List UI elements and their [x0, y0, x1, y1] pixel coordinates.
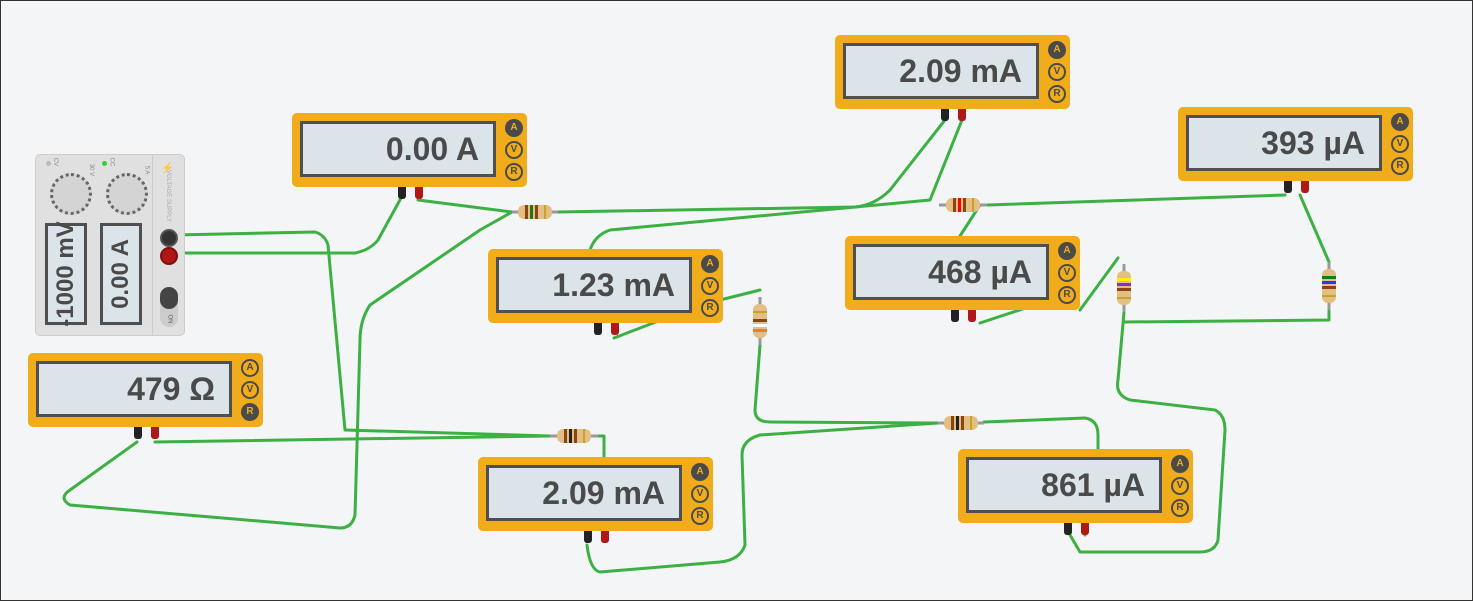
resistor — [550, 429, 598, 443]
resistor — [939, 198, 987, 212]
resistor — [938, 416, 984, 430]
mode-a-button[interactable]: A — [1048, 41, 1066, 59]
wire — [1078, 256, 1120, 312]
wire — [173, 196, 403, 255]
wire — [588, 118, 964, 252]
mode-a-button[interactable]: A — [1391, 113, 1409, 131]
negative-terminal[interactable] — [160, 229, 178, 247]
red-probe[interactable] — [151, 427, 159, 439]
black-probe[interactable] — [1284, 181, 1292, 193]
wire — [1068, 310, 1227, 554]
multimeter[interactable]: 393 µA A V R — [1178, 107, 1413, 193]
cc-indicator — [102, 161, 107, 166]
red-probe[interactable] — [601, 531, 609, 543]
meter-reading: 479 Ω — [36, 361, 232, 417]
resistor — [1322, 262, 1336, 310]
red-probe[interactable] — [611, 323, 619, 335]
current-display: 0.00 A — [100, 223, 142, 325]
wire — [153, 434, 552, 444]
black-probe[interactable] — [134, 427, 142, 439]
meter-reading: 2.09 mA — [486, 465, 682, 521]
mode-r-button[interactable]: R — [701, 299, 719, 317]
mode-a-button[interactable]: A — [701, 255, 719, 273]
red-probe[interactable] — [958, 109, 966, 121]
mode-r-button[interactable]: R — [505, 163, 523, 181]
multimeter[interactable]: 2.09 mA A V R — [478, 457, 713, 543]
red-probe[interactable] — [968, 310, 976, 322]
voltage-value: -1000 mV — [52, 221, 79, 327]
red-probe[interactable] — [415, 187, 423, 199]
cv-label: CV — [52, 157, 59, 167]
current-max-label: 5 A — [143, 165, 150, 175]
mode-v-button[interactable]: V — [505, 141, 523, 159]
current-value: 0.00 A — [107, 239, 134, 309]
current-knob[interactable] — [106, 173, 148, 215]
black-probe[interactable] — [1064, 523, 1072, 535]
mode-a-button[interactable]: A — [241, 359, 259, 377]
lightning-icon: ⚡ — [161, 163, 174, 174]
mode-v-button[interactable]: V — [1058, 264, 1076, 282]
mode-a-button[interactable]: A — [1171, 455, 1189, 473]
mode-v-button[interactable]: V — [1171, 477, 1189, 495]
mode-a-button[interactable]: A — [1058, 242, 1076, 260]
voltage-display: -1000 mV — [45, 221, 87, 327]
positive-terminal[interactable] — [160, 247, 178, 265]
voltage-knob[interactable] — [50, 173, 92, 215]
multimeter[interactable]: 861 µA A V R — [958, 449, 1193, 535]
mode-v-button[interactable]: V — [1048, 63, 1066, 81]
wire — [585, 421, 940, 574]
wire — [1122, 308, 1331, 324]
mode-v-button[interactable]: V — [691, 485, 709, 503]
multimeter[interactable]: 2.09 mA A V R — [835, 35, 1070, 121]
resistor — [753, 297, 767, 345]
black-probe[interactable] — [398, 187, 406, 199]
multimeter[interactable]: 468 µA A V R — [845, 236, 1080, 322]
wire — [173, 230, 552, 438]
mode-v-button[interactable]: V — [701, 277, 719, 295]
mode-r-button[interactable]: R — [691, 507, 709, 525]
mode-r-button[interactable]: R — [1171, 499, 1189, 517]
voltage-max-label: 30 V — [88, 163, 95, 177]
black-probe[interactable] — [594, 323, 602, 335]
mode-a-button[interactable]: A — [691, 463, 709, 481]
meter-reading: 393 µA — [1186, 115, 1382, 171]
mode-v-button[interactable]: V — [1391, 135, 1409, 153]
meter-reading: 861 µA — [966, 457, 1162, 513]
voltage-supply-label: VOLTAGE SUPPLY — [165, 169, 172, 223]
meter-reading: 0.00 A — [300, 121, 496, 177]
resistor — [1117, 264, 1131, 312]
mode-a-button[interactable]: A — [505, 119, 523, 137]
meter-reading: 468 µA — [853, 244, 1049, 300]
mode-v-button[interactable]: V — [241, 381, 259, 399]
switch-label: ON — [166, 314, 173, 324]
meter-reading: 2.09 mA — [843, 43, 1039, 99]
black-probe[interactable] — [951, 310, 959, 322]
voltage-supply: CV 30 V CC 5 A -1000 mV 0.00 A ⚡ VOLTAGE… — [35, 154, 185, 336]
resistor — [512, 205, 558, 219]
mode-r-button[interactable]: R — [241, 403, 259, 421]
black-probe[interactable] — [584, 531, 592, 543]
cc-label: CC — [108, 157, 115, 167]
wire — [1298, 193, 1331, 264]
wire — [982, 416, 1100, 451]
mode-r-button[interactable]: R — [1048, 85, 1066, 103]
red-probe[interactable] — [1081, 523, 1089, 535]
mode-r-button[interactable]: R — [1058, 286, 1076, 304]
power-switch[interactable]: ON — [160, 287, 178, 327]
multimeter[interactable]: 1.23 mA A V R — [488, 249, 723, 335]
black-probe[interactable] — [941, 109, 949, 121]
cv-indicator — [46, 161, 51, 166]
red-probe[interactable] — [1301, 181, 1309, 193]
wire — [62, 198, 514, 530]
mode-r-button[interactable]: R — [1391, 157, 1409, 175]
wire — [753, 343, 940, 425]
wire — [986, 193, 1287, 207]
wire — [596, 434, 606, 459]
meter-reading: 1.23 mA — [496, 257, 692, 313]
